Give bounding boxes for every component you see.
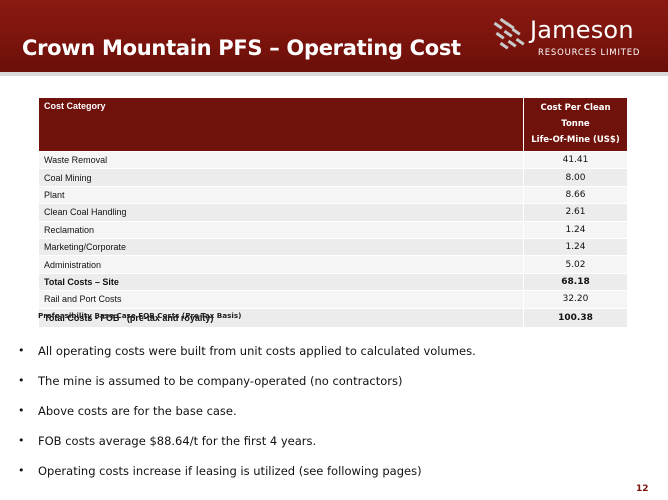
table-row: Rail and Port Costs 32.20 <box>38 290 628 309</box>
row-category: Reclamation <box>38 220 524 239</box>
table-row: Reclamation 1.24 <box>38 220 628 239</box>
logo-mark-icon <box>493 18 525 50</box>
table-row: Waste Removal 41.41 <box>38 150 628 170</box>
bullet-list: • All operating costs were built from uni… <box>18 342 638 492</box>
bullet-icon: • <box>18 464 25 477</box>
row-value: 100.38 <box>523 307 628 328</box>
table-header-row: Cost Category Cost Per Clean Tonne Life-… <box>38 97 628 152</box>
bullet-icon: • <box>18 434 25 447</box>
bullet-text: FOB costs average $88.64/t for the first… <box>38 434 317 448</box>
table-row: Coal Mining 8.00 <box>38 168 628 187</box>
header-cost-per-tonne: Cost Per Clean Tonne Life-Of-Mine (US$) <box>523 97 628 152</box>
row-value: 1.24 <box>523 220 628 239</box>
row-category: Waste Removal <box>38 150 524 170</box>
slide-title: Crown Mountain PFS – Operating Cost <box>22 36 461 60</box>
row-value: 32.20 <box>523 290 628 309</box>
list-item: • Operating costs increase if leasing is … <box>18 462 638 492</box>
bullet-text: All operating costs were built from unit… <box>38 344 476 358</box>
row-category: Coal Mining <box>38 168 524 187</box>
company-logo: Jameson RESOURCES LIMITED <box>492 14 652 64</box>
row-value: 2.61 <box>523 203 628 222</box>
header-cost-category: Cost Category <box>38 97 524 152</box>
table-footnote: Prefeasibility Base Case FOB Costs (Pre-… <box>38 311 242 320</box>
table-row: Administration 5.02 <box>38 255 628 274</box>
row-value: 1.24 <box>523 237 628 257</box>
list-item: • Above costs are for the base case. <box>18 402 638 432</box>
bullet-text: Operating costs increase if leasing is u… <box>38 464 422 478</box>
operating-cost-table: Cost Category Cost Per Clean Tonne Life-… <box>38 97 628 328</box>
row-category: Administration <box>38 255 524 274</box>
list-item: • FOB costs average $88.64/t for the firs… <box>18 432 638 462</box>
row-category: Total Costs - FOB (pre-tax and royalty) <box>38 307 524 328</box>
header-bar: Crown Mountain PFS – Operating Cost Jame… <box>0 0 668 72</box>
row-value: 5.02 <box>523 255 628 274</box>
page-number: 12 <box>636 484 649 494</box>
header-cost-per-tonne-line1: Cost Per Clean Tonne <box>540 103 611 129</box>
row-value: 41.41 <box>523 150 628 170</box>
row-category: Rail and Port Costs <box>38 290 524 309</box>
row-value: 8.66 <box>523 185 628 205</box>
bullet-text: The mine is assumed to be company-operat… <box>38 374 403 388</box>
table-row: Clean Coal Handling 2.61 <box>38 203 628 222</box>
table-row-total-fob: Total Costs - FOB (pre-tax and royalty) … <box>38 307 628 328</box>
bullet-text: Above costs are for the base case. <box>38 404 237 418</box>
list-item: • All operating costs were built from uni… <box>18 342 638 372</box>
row-category: Total Costs – Site <box>38 272 524 292</box>
table-row-total-site: Total Costs – Site 68.18 <box>38 272 628 292</box>
bullet-icon: • <box>18 344 25 357</box>
row-category: Clean Coal Handling <box>38 203 524 222</box>
row-value: 68.18 <box>523 272 628 292</box>
header-cost-per-tonne-line2: Life-Of-Mine (US$) <box>531 135 620 145</box>
bullet-icon: • <box>18 374 25 387</box>
row-category: Plant <box>38 185 524 205</box>
row-value: 8.00 <box>523 168 628 187</box>
logo-name: Jameson <box>530 16 634 44</box>
row-category: Marketing/Corporate <box>38 237 524 257</box>
list-item: • The mine is assumed to be company-opera… <box>18 372 638 402</box>
table-row: Plant 8.66 <box>38 185 628 205</box>
header-divider <box>0 72 668 76</box>
logo-subtitle: RESOURCES LIMITED <box>538 48 641 58</box>
table-row: Marketing/Corporate 1.24 <box>38 237 628 257</box>
bullet-icon: • <box>18 404 25 417</box>
